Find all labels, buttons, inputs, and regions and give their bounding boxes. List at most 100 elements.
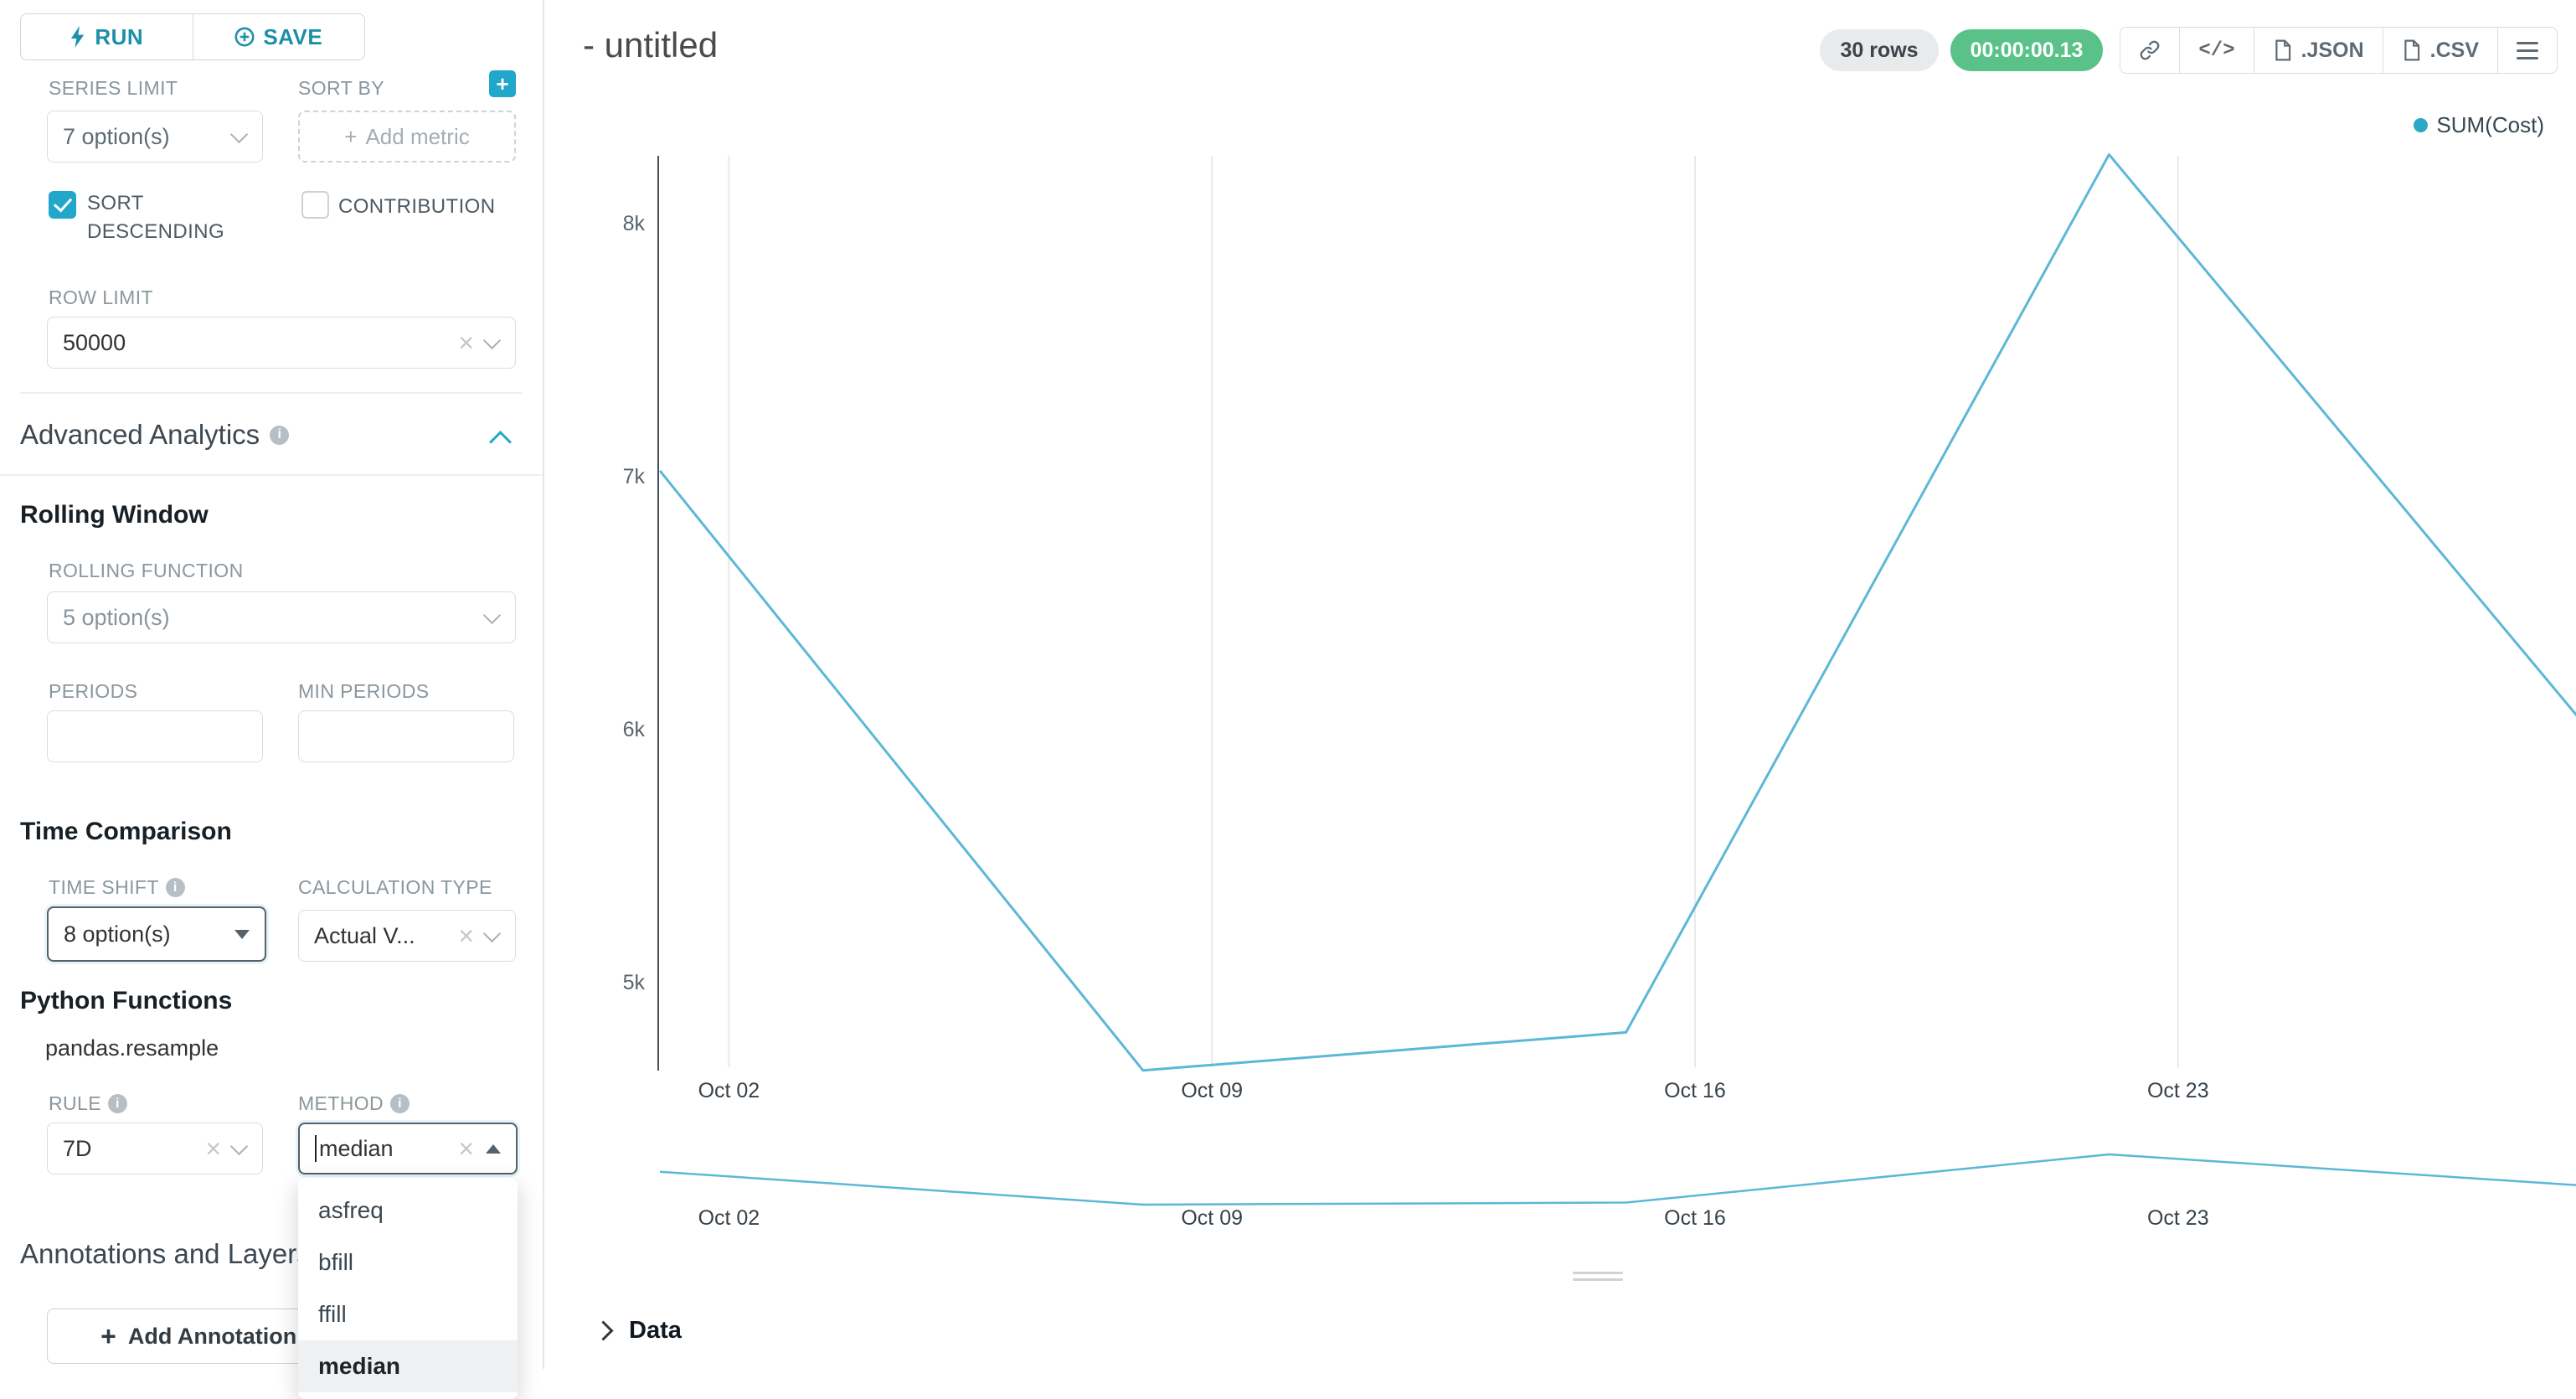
line-chart: Oct 02 Oct 02 Oct 09 Oct 09 Oct 16 Oct 16 Oct … [623, 152, 2576, 1230]
advanced-analytics-header[interactable]: Advanced Analytics i [20, 419, 290, 451]
svg-text:Oct 02: Oct 02 [698, 1079, 760, 1102]
svg-text:6k: 6k [623, 718, 646, 741]
rolling-function-value: 5 option(s) [63, 604, 170, 630]
chevron-down-icon [482, 606, 502, 624]
series-limit-select[interactable]: 7 option(s) [47, 111, 263, 163]
sort-by-label: SORT BY [298, 77, 384, 99]
data-panel-header[interactable]: Data [593, 1317, 682, 1345]
rolling-window-title: Rolling Window [20, 501, 209, 529]
caret-right-icon [593, 1320, 614, 1341]
copy-link-button[interactable] [2120, 27, 2181, 74]
info-icon: i [390, 1094, 410, 1113]
section-divider [0, 474, 543, 476]
svg-text:8k: 8k [623, 212, 646, 235]
export-json-button[interactable]: .JSON [2253, 27, 2383, 74]
svg-text:5k: 5k [623, 971, 646, 994]
rule-select[interactable]: 7D × [47, 1123, 263, 1174]
plus-icon: + [100, 1320, 116, 1351]
plus-icon: + [344, 123, 358, 149]
rolling-function-label: ROLLING FUNCTION [49, 560, 244, 581]
export-csv-button[interactable]: .CSV [2382, 27, 2498, 74]
more-options-button[interactable] [2497, 27, 2558, 74]
row-limit-value: 50000 [63, 329, 126, 355]
row-limit-select[interactable]: 50000 × [47, 317, 516, 369]
csv-button-label: .CSV [2429, 38, 2479, 62]
method-value: median [319, 1135, 394, 1161]
svg-text:Oct 23: Oct 23 [2147, 1206, 2209, 1230]
menu-icon [2517, 41, 2538, 59]
query-timer-badge: 00:00:00.13 [1950, 29, 2104, 71]
header-controls: 30 rows 00:00:00.13 </> .JSON .CSV [1820, 27, 2558, 74]
info-icon: i [107, 1094, 127, 1113]
panel-resize-grip[interactable] [1573, 1272, 1623, 1281]
rule-label: RULE i [49, 1092, 127, 1115]
chevron-down-icon [229, 1137, 249, 1155]
legend-dot [2414, 118, 2429, 132]
clear-icon[interactable]: × [458, 328, 474, 358]
file-icon [2403, 39, 2419, 61]
info-icon: i [165, 878, 185, 897]
add-metric-placeholder: Add metric [365, 123, 470, 149]
time-comparison-title: Time Comparison [20, 818, 232, 845]
json-button-label: .JSON [2300, 38, 2364, 62]
chevron-down-icon [229, 125, 249, 143]
sort-by-add-metric[interactable]: + Add metric [298, 111, 516, 163]
legend-label: SUM(Cost) [2436, 112, 2544, 137]
method-option-bfill[interactable]: bfill [318, 1249, 354, 1275]
run-save-button-group: RUN SAVE [20, 13, 365, 60]
min-periods-input[interactable] [298, 710, 514, 762]
lightning-icon [71, 26, 85, 48]
min-periods-label: MIN PERIODS [298, 680, 430, 702]
method-label: METHOD i [298, 1092, 410, 1115]
save-button[interactable]: SAVE [192, 14, 365, 59]
method-option-median[interactable]: median [298, 1340, 518, 1392]
method-dropdown-menu: asfreq bfill ffill median [298, 1178, 518, 1399]
clear-icon[interactable]: × [205, 1133, 221, 1164]
svg-text:Oct 16: Oct 16 [1664, 1206, 1726, 1230]
contribution-label: CONTRIBUTION [338, 195, 496, 218]
pandas-resample-label: pandas.resample [45, 1035, 219, 1061]
chevron-down-icon [482, 331, 502, 349]
plus-circle-icon [234, 27, 255, 47]
run-button[interactable]: RUN [21, 14, 193, 59]
calculation-type-select[interactable]: Actual V... × [298, 910, 516, 962]
annotations-layers-header[interactable]: Annotations and Layers [20, 1238, 311, 1269]
svg-text:Oct 02: Oct 02 [698, 1206, 760, 1230]
rolling-function-select[interactable]: 5 option(s) [47, 591, 516, 643]
rule-value: 7D [63, 1135, 92, 1161]
view-query-button[interactable]: </> [2179, 27, 2254, 74]
chart-title[interactable]: - untitled [583, 25, 719, 65]
python-functions-title: Python Functions [20, 987, 233, 1014]
caret-down-icon [234, 929, 250, 939]
text-cursor [315, 1135, 317, 1162]
method-combobox[interactable]: median × [298, 1123, 518, 1174]
method-option-ffill[interactable]: ffill [318, 1301, 347, 1327]
run-button-label: RUN [95, 23, 144, 49]
add-metric-plus-button[interactable]: + [489, 70, 516, 97]
svg-text:Oct 09: Oct 09 [1181, 1206, 1243, 1230]
file-icon [2275, 39, 2290, 61]
caret-up-icon [486, 1143, 501, 1154]
time-shift-value: 8 option(s) [64, 921, 171, 947]
method-option-asfreq[interactable]: asfreq [318, 1197, 384, 1223]
clear-icon[interactable]: × [458, 921, 474, 951]
sort-descending-checkbox[interactable] [49, 191, 76, 219]
svg-text:Oct 23: Oct 23 [2147, 1079, 2209, 1102]
series-limit-value: 7 option(s) [63, 123, 170, 149]
data-panel-title: Data [629, 1317, 682, 1344]
periods-input[interactable] [47, 710, 263, 762]
export-button-strip: </> .JSON .CSV [2120, 27, 2558, 74]
svg-text:Oct 09: Oct 09 [1181, 1079, 1243, 1102]
svg-text:Oct 16: Oct 16 [1664, 1079, 1726, 1102]
time-shift-select[interactable]: 8 option(s) [47, 906, 266, 962]
collapse-chevron-up-icon[interactable] [489, 431, 512, 453]
contribution-checkbox[interactable] [301, 191, 329, 219]
time-shift-label: TIME SHIFT i [49, 876, 185, 899]
legend-item[interactable]: SUM(Cost) [2414, 112, 2544, 138]
section-divider [20, 392, 523, 394]
chevron-down-icon [482, 924, 502, 942]
control-panel-sidebar: RUN SAVE SERIES LIMIT SORT BY + 7 option… [0, 0, 544, 1399]
clear-icon[interactable]: × [458, 1133, 474, 1164]
periods-label: PERIODS [49, 680, 138, 702]
svg-text:7k: 7k [623, 465, 646, 488]
